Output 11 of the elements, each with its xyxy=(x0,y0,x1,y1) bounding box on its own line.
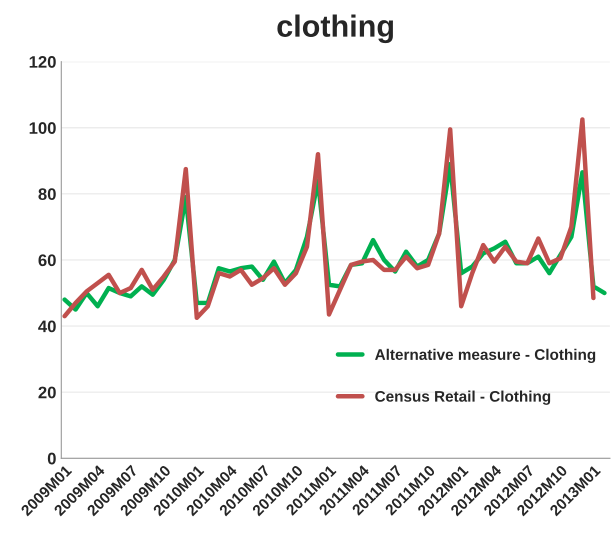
y-tick-label: 80 xyxy=(38,188,56,200)
chart-title: clothing xyxy=(277,14,393,44)
y-tick-label: 20 xyxy=(38,386,56,398)
legend-label: Alternative measure - Clothing xyxy=(375,348,596,364)
y-tick-label: 120 xyxy=(30,56,56,68)
y-tick-label: 100 xyxy=(30,122,56,134)
y-tick-label: 40 xyxy=(38,320,56,332)
line-series xyxy=(62,117,596,320)
y-tick-label: 0 xyxy=(48,452,56,464)
y-tick-label: 60 xyxy=(38,254,56,266)
legend-label: Census Retail - Clothing xyxy=(375,390,550,405)
